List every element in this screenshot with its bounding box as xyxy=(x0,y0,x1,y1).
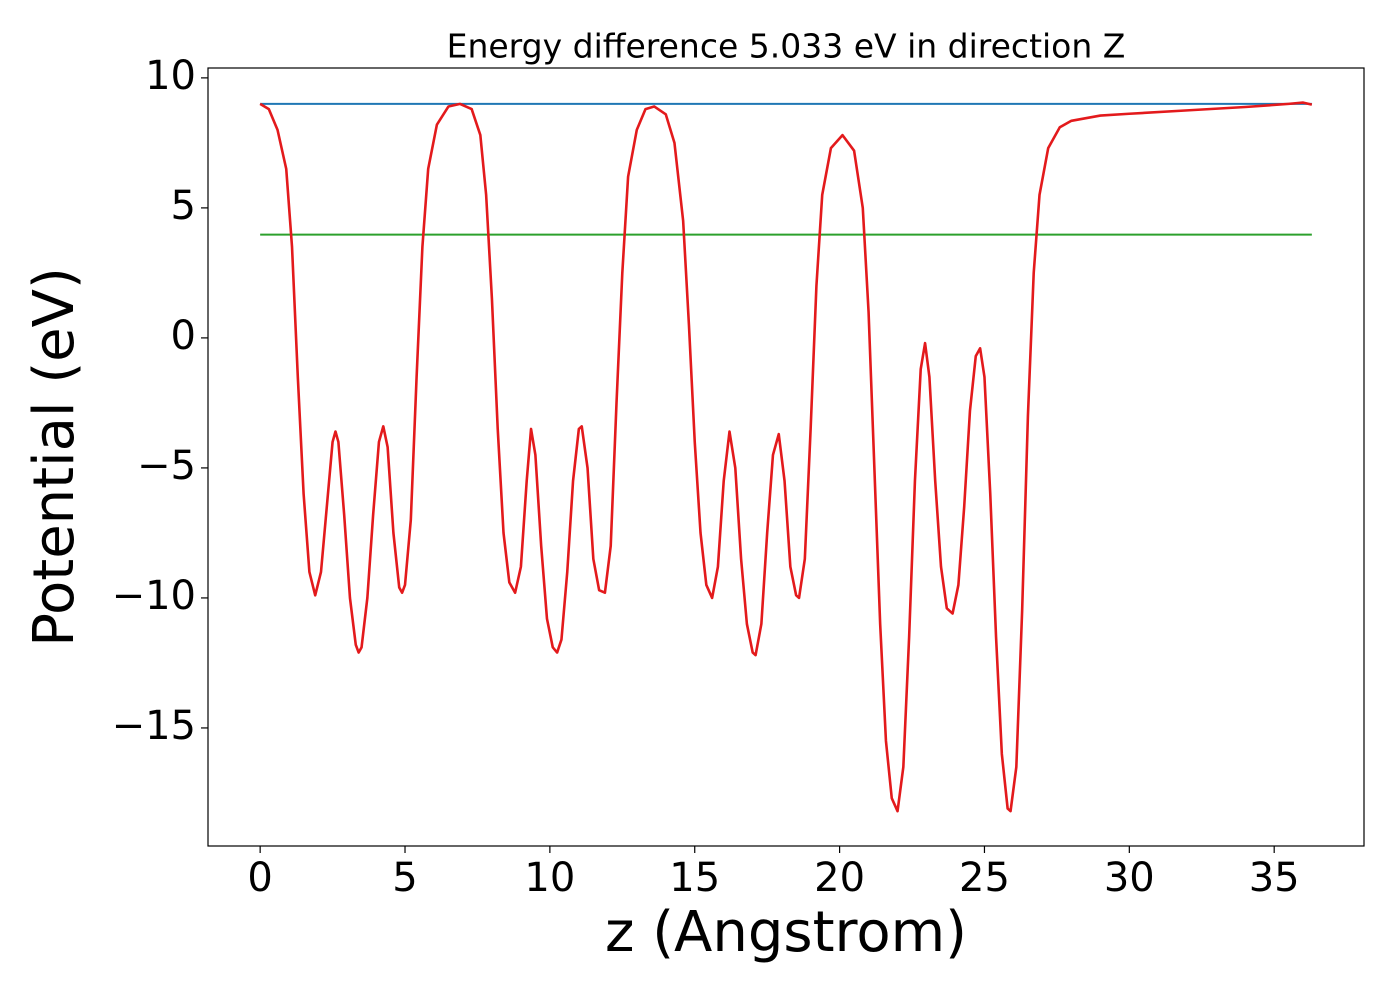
x-tick-label: 20 xyxy=(814,855,865,901)
y-tick-label: −15 xyxy=(112,703,196,749)
y-tick-label: 0 xyxy=(171,313,196,359)
x-axis-label: z (Angstrom) xyxy=(605,900,967,965)
x-tick-label: 0 xyxy=(247,855,272,901)
x-tick-label: 10 xyxy=(524,855,575,901)
series-line xyxy=(259,101,1313,813)
plot-frame xyxy=(207,67,1365,847)
y-axis-label: Potential (eV) xyxy=(22,267,87,647)
x-tick-label: 15 xyxy=(669,855,720,901)
x-tick-label: 30 xyxy=(1104,855,1155,901)
x-tick-label: 35 xyxy=(1249,855,1300,901)
y-tick-label: 5 xyxy=(171,183,196,229)
y-tick-label: 10 xyxy=(145,53,196,99)
chart-title: Energy difference 5.033 eV in direction … xyxy=(447,27,1126,66)
x-tick-label: 5 xyxy=(392,855,417,901)
y-tick-label: −10 xyxy=(112,573,196,619)
y-tick-label: −5 xyxy=(137,443,196,489)
x-tick-label: 25 xyxy=(959,855,1010,901)
